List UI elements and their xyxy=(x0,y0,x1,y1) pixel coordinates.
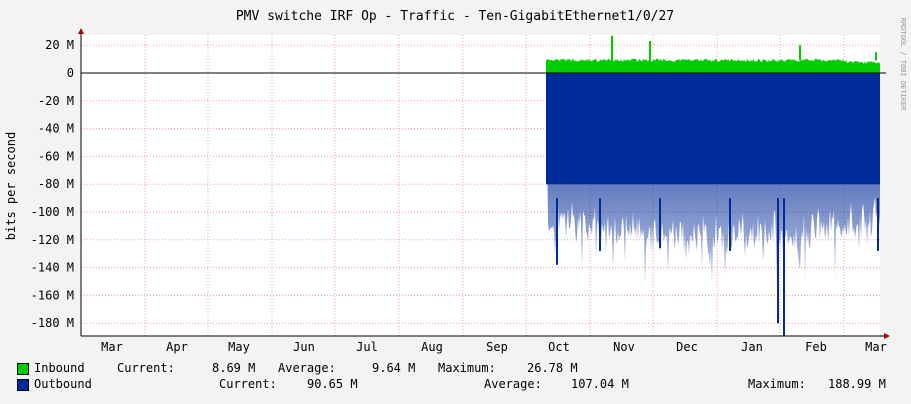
x-tick-label: Mar xyxy=(101,340,123,354)
outbound-current-label: Current: xyxy=(219,377,277,391)
outbound-current-value: 90.65 M xyxy=(307,377,358,391)
x-tick-label: Feb xyxy=(805,340,827,354)
y-tick-label: -140 M xyxy=(31,261,74,275)
x-tick-label: Sep xyxy=(486,340,508,354)
y-tick-label: 0 xyxy=(67,66,74,80)
inbound-current-label: Current: xyxy=(117,361,175,375)
watermark: RRDTOOL / TOBI OETIKER xyxy=(899,18,907,112)
outbound-average-value: 107.04 M xyxy=(571,377,629,391)
inbound-average-label: Average: xyxy=(278,361,336,375)
y-tick-label: -100 M xyxy=(31,205,74,219)
inbound-maximum-label: Maximum: xyxy=(438,361,496,375)
x-tick-label: Jul xyxy=(356,340,378,354)
legend-outbound: Outbound Current: 90.65 M Average: 107.0… xyxy=(0,376,911,392)
outbound-swatch xyxy=(17,379,29,391)
x-tick-label: Dec xyxy=(676,340,698,354)
y-axis-label: bits per second xyxy=(4,132,18,240)
x-tick-label: Oct xyxy=(548,340,570,354)
x-axis-arrow xyxy=(884,333,890,339)
outbound-maximum-label: Maximum: xyxy=(748,377,806,391)
y-tick-label: -160 M xyxy=(31,288,74,302)
inbound-area xyxy=(546,58,880,73)
x-tick-label: Jun xyxy=(293,340,315,354)
y-tick-label: -120 M xyxy=(31,233,74,247)
x-tick-label: Jan xyxy=(741,340,763,354)
chart-title: PMV switche IRF Op - Traffic - Ten-Gigab… xyxy=(236,9,674,24)
x-tick-label: Mar xyxy=(865,340,887,354)
x-tick-label: May xyxy=(228,340,250,354)
y-tick-label: -60 M xyxy=(38,149,74,163)
x-tick-label: Nov xyxy=(613,340,635,354)
inbound-average-value: 9.64 M xyxy=(372,361,416,375)
x-tick-label: Aug xyxy=(421,340,443,354)
legend-inbound: Inbound Current: 8.69 M Average: 9.64 M … xyxy=(0,360,911,376)
outbound-body xyxy=(546,73,880,185)
y-tick-label: -20 M xyxy=(38,94,74,108)
y-tick-label: -180 M xyxy=(31,316,74,330)
inbound-current-value: 8.69 M xyxy=(212,361,256,375)
outbound-maximum-value: 188.99 M xyxy=(828,377,886,391)
inbound-maximum-value: 26.78 M xyxy=(527,361,578,375)
y-axis-arrow xyxy=(78,28,84,34)
y-tick-label: 20 M xyxy=(45,38,74,52)
y-tick-label: -80 M xyxy=(38,177,74,191)
x-tick-label: Apr xyxy=(166,340,188,354)
outbound-average-label: Average: xyxy=(484,377,542,391)
y-tick-label: -40 M xyxy=(38,122,74,136)
outbound-label: Outbound xyxy=(34,377,92,391)
inbound-swatch xyxy=(17,363,29,375)
inbound-label: Inbound xyxy=(34,361,85,375)
